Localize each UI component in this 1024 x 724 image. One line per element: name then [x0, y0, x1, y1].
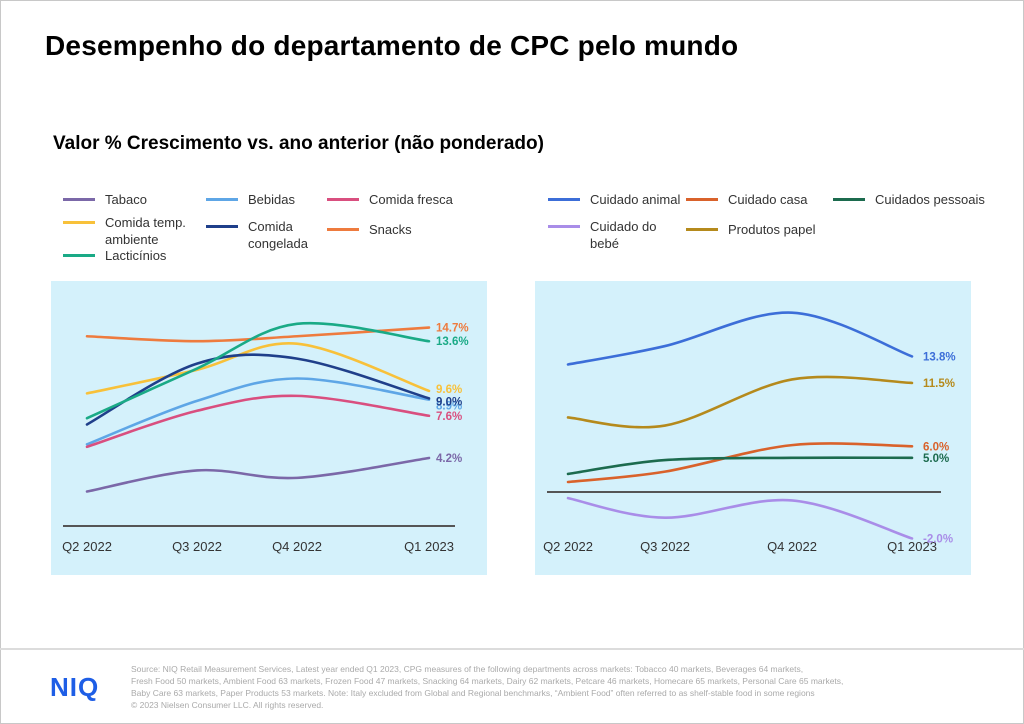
- data-label: 4.2%: [436, 453, 462, 465]
- legend-label: Cuidado animal: [590, 192, 681, 207]
- legend-swatch: [206, 198, 238, 201]
- legend-item: Cuidados pessoais: [833, 191, 985, 208]
- chart-left: Q2 2022 Q3 2022 Q4 2022 Q1 2023 4.2% 8.9%7.6%…: [51, 281, 487, 575]
- x-tick-label: Q2 2022: [62, 539, 112, 554]
- legend-swatch: [63, 254, 95, 257]
- series-line: [566, 496, 914, 540]
- legend-label: Cuidado do bebé: [590, 219, 657, 251]
- legend-label: Comida fresca: [369, 192, 453, 207]
- data-label: 8.9%: [436, 401, 462, 413]
- legend-label: Comida congelada: [248, 219, 308, 251]
- legend-label: Snacks: [369, 222, 412, 237]
- series-line: [85, 342, 431, 395]
- footer-divider: [0, 648, 1024, 650]
- legend-item: Bebidas: [206, 191, 295, 208]
- series-line: [85, 321, 431, 420]
- data-label: 11.5%: [923, 378, 955, 390]
- page-title: Desempenho do departamento de CPC pelo m…: [45, 30, 739, 61]
- x-tick-label: Q3 2022: [172, 539, 222, 554]
- x-tick-label: Q4 2022: [767, 539, 817, 554]
- source-footnote: Source: NIQ Retail Measurement Services,…: [131, 663, 961, 711]
- legend-label: Tabaco: [105, 192, 147, 207]
- x-tick-label: Q3 2022: [640, 539, 690, 554]
- legend-swatch: [63, 221, 95, 224]
- legend-swatch: [548, 225, 580, 228]
- series-line: [85, 377, 431, 446]
- legend-swatch: [548, 198, 580, 201]
- legend-item: Cuidado casa: [686, 191, 808, 208]
- x-tick-label: Q4 2022: [272, 539, 322, 554]
- legend-swatch: [327, 228, 359, 231]
- x-tick-label: Q1 2023: [404, 539, 454, 554]
- plot-background: [535, 281, 971, 575]
- x-tick-label: Q2 2022: [543, 539, 593, 554]
- series-line: [566, 375, 914, 429]
- legend-label: Cuidado casa: [728, 192, 808, 207]
- legend-swatch: [686, 198, 718, 201]
- data-label: -2.0%: [923, 533, 953, 545]
- footnote-line: Source: NIQ Retail Measurement Services,…: [131, 664, 804, 674]
- legend-label: Produtos papel: [728, 222, 816, 237]
- legend-swatch: [206, 225, 238, 228]
- legend-item: Comida temp. ambiente: [63, 214, 186, 248]
- data-label: 13.8%: [923, 351, 956, 363]
- legend-item: Tabaco: [63, 191, 147, 208]
- data-label: 5.0%: [923, 453, 949, 465]
- legend-swatch: [327, 198, 359, 201]
- series-line: [566, 311, 914, 366]
- data-label: 9.0%: [436, 396, 462, 408]
- chart-subtitle: Valor % Crescimento vs. ano anterior (nã…: [53, 133, 544, 154]
- plot-background: [51, 281, 487, 575]
- legend-item: Snacks: [327, 221, 412, 238]
- data-label: 7.6%: [436, 411, 462, 423]
- legend-label: Comida temp. ambiente: [105, 215, 186, 247]
- legend-swatch: [63, 198, 95, 201]
- legend-item: Comida fresca: [327, 191, 453, 208]
- data-label: 13.6%: [436, 336, 469, 348]
- x-tick-label: Q1 2023: [887, 539, 937, 554]
- series-line: [85, 456, 431, 493]
- legend-label: Cuidados pessoais: [875, 192, 985, 207]
- legend-item: Cuidado do bebé: [548, 218, 657, 252]
- legend-item: Comida congelada: [206, 218, 308, 252]
- footnote-line: Baby Care 63 markets, Paper Products 53 …: [131, 688, 815, 698]
- chart-right: Q2 2022 Q3 2022 Q4 2022 Q1 2023 13.8% 6.0%5.0…: [535, 281, 971, 575]
- data-label: 14.7%: [436, 323, 469, 335]
- legend-item: Cuidado animal: [548, 191, 680, 208]
- series-line: [566, 456, 914, 476]
- legend-swatch: [833, 198, 865, 201]
- legend-item: Produtos papel: [686, 221, 815, 238]
- legend-label: Lacticínios: [105, 248, 167, 263]
- series-line: [85, 394, 431, 449]
- data-label: 6.0%: [923, 441, 949, 453]
- legend-swatch: [686, 228, 718, 231]
- footnote-line: © 2023 Nielsen Consumer LLC. All rights …: [131, 700, 324, 710]
- series-line: [85, 353, 431, 426]
- legend-label: Bebidas: [248, 192, 295, 207]
- series-line: [566, 442, 914, 484]
- footnote-line: Fresh Food 50 markets, Ambient Food 63 m…: [131, 676, 844, 686]
- legend-item: Lacticínios: [63, 247, 166, 264]
- niq-logo: NIQ: [50, 672, 100, 702]
- data-label: 9.6%: [436, 384, 462, 396]
